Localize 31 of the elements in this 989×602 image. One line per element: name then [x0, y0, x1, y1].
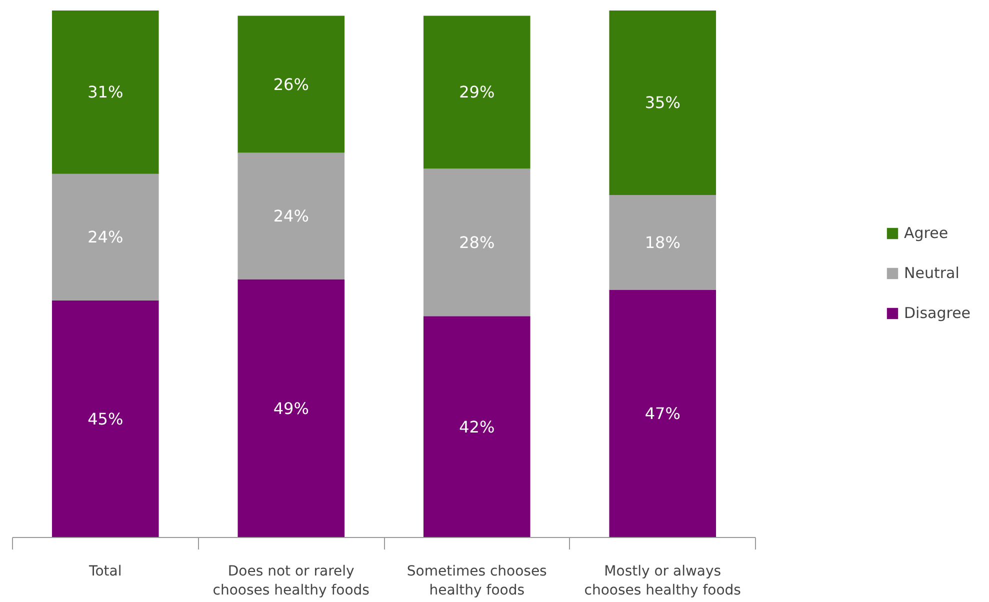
bar [238, 279, 345, 538]
bar [423, 16, 530, 169]
x-tick-label: Sometimes chooses healthy foods [406, 564, 547, 599]
bar [609, 10, 716, 195]
data-label: 26% [273, 74, 309, 94]
data-label: 28% [459, 232, 495, 252]
bar [609, 290, 716, 538]
bar [52, 10, 159, 174]
bar [52, 174, 159, 300]
bar [609, 194, 716, 290]
data-label: 42% [459, 417, 495, 436]
data-label: 47% [644, 404, 680, 424]
x-tick-label: Does not or rarely chooses healthy foods [212, 564, 370, 599]
legend-label: Disagree [904, 304, 971, 322]
bar [423, 168, 530, 316]
bar [238, 16, 345, 153]
data-label: 49% [273, 398, 309, 418]
data-label: 29% [459, 82, 495, 102]
x-tick-label: Total [88, 564, 122, 580]
data-label: 45% [88, 409, 124, 428]
x-tick-label: Mostly or always chooses healthy foods [584, 564, 741, 599]
data-label: 18% [644, 232, 680, 252]
bar [52, 300, 159, 538]
bar [238, 152, 345, 280]
bar [423, 316, 530, 538]
legend-label: Agree [904, 224, 948, 242]
legend-label: Neutral [904, 264, 960, 282]
data-label: 24% [273, 206, 309, 226]
data-label: 35% [644, 93, 680, 112]
data-label: 31% [88, 82, 124, 102]
data-label: 24% [88, 228, 124, 247]
